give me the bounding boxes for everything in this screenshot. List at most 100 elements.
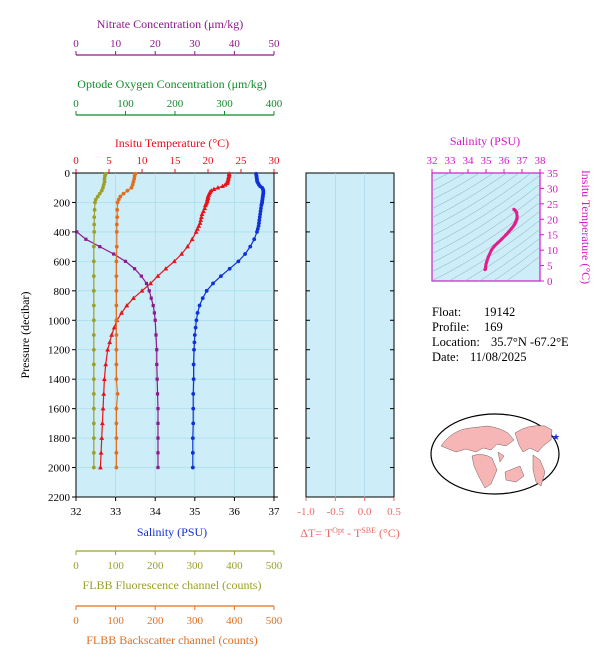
fluorescence-point — [91, 421, 96, 426]
fluorescence-tick-label: 500 — [266, 560, 283, 572]
ts-point — [485, 260, 489, 264]
nitrate-point — [149, 296, 153, 300]
fluorescence-point — [91, 259, 96, 264]
nitrate-point — [156, 407, 160, 411]
ts-point — [515, 214, 519, 219]
pressure-tick-label: 400 — [54, 227, 71, 239]
nitrate-tick-label: 40 — [229, 38, 241, 50]
location-label: Location: — [432, 335, 480, 349]
density-contour — [432, 173, 494, 210]
temperature-point — [124, 302, 130, 308]
main-plot: 0200400600800100012001400160018002000220… — [18, 155, 280, 539]
fluorescence-tick-label: 400 — [226, 560, 243, 572]
backscatter-point — [114, 377, 119, 382]
ts-salinity-tick-label: 32 — [427, 155, 438, 167]
salinity-point — [195, 311, 200, 315]
temperature-point — [109, 332, 115, 337]
temperature-point — [220, 183, 225, 189]
nitrate-point — [156, 436, 160, 440]
fluorescence-point — [95, 194, 100, 199]
pressure-tick-label: 1200 — [48, 345, 71, 357]
fluorescence-point — [103, 174, 107, 178]
temperature-tick-label: 10 — [137, 155, 149, 167]
nitrate-point — [139, 274, 143, 278]
salinity-tick-label: 34 — [150, 506, 162, 518]
temperature-point — [215, 185, 221, 190]
map-landmass — [440, 425, 553, 489]
temperature-point — [193, 229, 199, 234]
ts-temperature-tick-label: 15 — [547, 230, 559, 242]
ts-temperature-tick-label: 10 — [547, 245, 559, 257]
backscatter-axis-title: FLBB Backscatter channel (counts) — [86, 633, 258, 647]
backscatter-point — [114, 421, 119, 426]
oxygen-tick-label: 300 — [216, 98, 233, 110]
ts-point — [484, 265, 488, 269]
temperature-tick-label: 30 — [269, 155, 281, 167]
salinity-point — [192, 340, 197, 345]
delta-t-axis-title: ΔT= TOpt - TSBE (°C) — [300, 526, 400, 541]
density-contour — [432, 201, 540, 273]
temperature-point — [99, 435, 105, 440]
fluorescence-point — [91, 436, 96, 440]
nitrate-point — [155, 392, 160, 396]
backscatter-point — [130, 182, 135, 187]
delta-t-tick-label: 0.5 — [387, 506, 401, 518]
ts-salinity-tick-label: 37 — [517, 155, 529, 167]
temperature-point — [198, 217, 204, 222]
fluorescence-point — [99, 188, 104, 193]
profile-value: 169 — [484, 320, 503, 334]
backscatter-point — [132, 176, 137, 181]
nitrate-tick-label: 50 — [269, 38, 281, 50]
fluorescence-tick-label: 100 — [107, 560, 124, 572]
backscatter-point — [114, 318, 119, 323]
salinity-point — [258, 209, 263, 214]
nitrate-tick-label: 10 — [110, 38, 122, 50]
salinity-point — [255, 227, 260, 231]
backscatter-point — [114, 465, 119, 470]
ts-salinity-tick-label: 33 — [445, 155, 457, 167]
ts-temperature-tick-label: 30 — [547, 183, 559, 195]
temperature-point — [199, 214, 204, 219]
backscatter-point — [114, 259, 119, 264]
fluorescence-point — [91, 303, 96, 308]
fluorescence-point — [97, 191, 102, 196]
temperature-point — [105, 347, 111, 352]
backscatter-point — [114, 230, 119, 234]
ts-point — [489, 248, 493, 252]
salinity-tick-label: 35 — [189, 506, 201, 518]
nitrate-point — [147, 289, 151, 293]
salinity-point — [243, 252, 247, 256]
temperature-point — [139, 288, 145, 293]
backscatter-point — [115, 200, 120, 205]
salinity-tick-label: 33 — [110, 506, 122, 518]
fluorescence-point — [91, 333, 96, 337]
temperature-point — [179, 251, 184, 256]
oxygen-tick-label: 100 — [117, 98, 134, 110]
nitrate-point — [155, 362, 159, 367]
ts-point — [484, 262, 488, 266]
fluorescence-axis: 0 100 200 300 400 500 FLBB Fluorescence chann… — [73, 550, 283, 592]
temperature-point — [101, 376, 107, 381]
pressure-tick-label: 2000 — [48, 463, 71, 475]
backscatter-point — [131, 179, 136, 184]
salinity-point — [236, 259, 241, 264]
nitrate-point — [156, 451, 160, 455]
backscatter-point — [114, 274, 119, 278]
delta-t-plot: -1.0 -0.5 0.0 0.5 ΔT= TOpt - TSBE (°C) — [297, 172, 401, 541]
density-contour — [432, 173, 508, 219]
fluorescence-point — [91, 318, 96, 323]
oxygen-axis-title: Optode Oxygen Concentration (μm/kg) — [77, 77, 266, 91]
fluorescence-point — [91, 244, 96, 249]
salinity-point — [248, 244, 253, 249]
salinity-tick-label: 37 — [269, 506, 281, 518]
fluorescence-point — [91, 392, 96, 396]
backscatter-point — [118, 194, 123, 199]
backscatter-point — [121, 191, 126, 196]
density-contour — [412, 69, 560, 164]
ts-point — [512, 207, 516, 212]
pressure-tick-label: 2200 — [48, 492, 71, 504]
salinity-point — [190, 436, 195, 440]
density-contour — [432, 210, 540, 281]
float-label: Float: — [432, 305, 462, 319]
